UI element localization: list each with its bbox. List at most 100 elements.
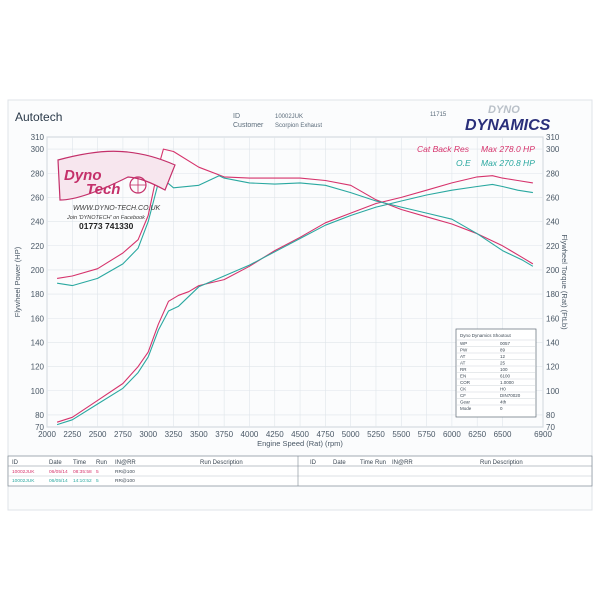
series-lines [56, 148, 534, 426]
x-tick-label: 6000 [443, 430, 461, 439]
y-tick-label-left: 140 [31, 338, 45, 347]
table-header-cell: Run Description [200, 460, 243, 466]
series-line-torque-cat-back-res [57, 148, 534, 279]
legend-name-oe: O.E [456, 158, 471, 168]
y-tick-label-right: 280 [546, 169, 560, 178]
x-tick-label: 5000 [342, 430, 360, 439]
table-cell: 06/05/14 [49, 469, 68, 475]
y-axis-label-right: Flywheel Torque (Rat) (FtLb) [560, 234, 569, 330]
x-tick-label: 2750 [114, 430, 132, 439]
table-cell: 10002JUK [12, 478, 35, 484]
x-tick-label: 5750 [418, 430, 436, 439]
info-box-frame [455, 328, 537, 418]
y-tick-label-left: 180 [31, 290, 45, 299]
x-tick-label: 4750 [316, 430, 334, 439]
series-line-torque-o-e [57, 175, 534, 287]
x-tick-label: 4250 [266, 430, 284, 439]
y-tick-label-right: 100 [546, 387, 560, 396]
info-box-value: 6100 [500, 374, 511, 379]
x-tick-label: 6500 [494, 430, 512, 439]
info-box-value: 4th [500, 400, 507, 405]
customer-label: Customer [233, 122, 264, 129]
table-header-cell: IN@RR [392, 460, 413, 466]
info-box-key: CK [460, 387, 466, 392]
info-box-value: 12 [500, 354, 506, 359]
logo-line2: Tech [86, 181, 120, 198]
info-box-value: 89 [500, 348, 506, 353]
info-box-key: PW [460, 348, 468, 353]
table-header-cell: Time [73, 460, 87, 466]
y-tick-label-right: 140 [546, 338, 560, 347]
brand-text: DYNAMICS [465, 117, 551, 134]
info-box-title: Dyno Dynamics Shootout [460, 333, 512, 338]
info-box-key: COR [460, 380, 471, 385]
info-box-key: Gear [460, 400, 471, 405]
id-value: 10002JUK [275, 114, 303, 120]
run-info-box: Dyno Dynamics Shootout WP 0057 PW 89 AT 12 AT 2… [455, 328, 537, 418]
y-tick-label-right: 180 [546, 290, 560, 299]
info-box-value: DIN70020 [500, 393, 521, 398]
logo-url: WWW.DYNO-TECH.CO.UK [73, 205, 161, 212]
x-tick-label: 3750 [215, 430, 233, 439]
table-cell: 14:10:52 [73, 478, 92, 484]
run-table: ID Date Time Run IN@RR Run Description ID Date T… [7, 455, 593, 487]
table-header-cell: ID [12, 460, 19, 466]
y-tick-label-right: 300 [546, 145, 560, 154]
info-box-value: 100 [500, 367, 508, 372]
x-tick-label: 2000 [38, 430, 56, 439]
logo-phone: 01773 741330 [79, 221, 134, 231]
info-box-value: 0 [500, 406, 503, 411]
customer-value: Scorpion Exhaust [275, 123, 322, 129]
info-box-value: H0 [500, 387, 506, 392]
info-box-key: AT [460, 361, 466, 366]
dyno-dynamics-logo: DYNO DYNAMICS [465, 104, 551, 134]
y-tick-label-right: 310 [546, 133, 560, 142]
x-tick-label: 4000 [241, 430, 259, 439]
dyno-tech-logo: Dyno Tech WWW.DYNO-TECH.CO.UK Join 'DYNO… [57, 150, 176, 231]
table-header-cell: Run Description [480, 460, 523, 466]
y-axis-label-left: Flywheel Power (HP) [13, 246, 22, 317]
y-tick-label-left: 80 [35, 411, 44, 420]
run-table-frame [7, 455, 593, 487]
x-tick-label: 4500 [291, 430, 309, 439]
y-tick-label-right: 240 [546, 218, 560, 227]
y-tick-label-left: 70 [35, 423, 44, 432]
y-tick-label-right: 80 [546, 411, 555, 420]
table-cell: RR@100 [115, 469, 135, 475]
info-box-key: WP [460, 341, 467, 346]
x-tick-label: 6900 [534, 430, 552, 439]
y-tick-label-left: 260 [31, 193, 45, 202]
y-tick-label-left: 300 [31, 145, 45, 154]
x-tick-label: 2500 [89, 430, 107, 439]
company-name: Autotech [15, 110, 62, 124]
legend: Cat Back Res Max 278.0 HP O.E Max 270.8 … [417, 144, 535, 168]
table-cell: 08:35:58 [73, 469, 92, 475]
info-box-key: EN [460, 374, 466, 379]
y-tick-label-left: 220 [31, 242, 45, 251]
table-header-cell: Date [49, 460, 62, 466]
y-tick-label-left: 200 [31, 266, 45, 275]
y-tick-label-left: 160 [31, 314, 45, 323]
x-tick-label: 6250 [468, 430, 486, 439]
x-tick-label: 3500 [190, 430, 208, 439]
info-box-value: 25 [500, 361, 506, 366]
x-tick-label: 5250 [367, 430, 385, 439]
y-tick-label-left: 280 [31, 169, 45, 178]
legend-max-cat-back: Max 278.0 HP [481, 144, 535, 154]
info-box-key: Mode [460, 406, 472, 411]
info-box-key: CF [460, 393, 466, 398]
legend-max-oe: Max 270.8 HP [481, 158, 535, 168]
x-tick-label: 3250 [165, 430, 183, 439]
y-tick-label-right: 120 [546, 363, 560, 372]
logo-flag-shape [57, 150, 176, 201]
y-tick-label-right: 70 [546, 423, 555, 432]
x-tick-label: 5500 [392, 430, 410, 439]
table-header-cell: Date [333, 460, 346, 466]
info-box-key: RR [460, 367, 467, 372]
y-tick-label-right: 220 [546, 242, 560, 251]
tick-labels: 2000 2250 2500 2750 3000 3250 3500 3750 4000 4250… [31, 133, 560, 439]
info-box-value: 1.0000 [500, 380, 514, 385]
info-box-key: AT [460, 354, 466, 359]
